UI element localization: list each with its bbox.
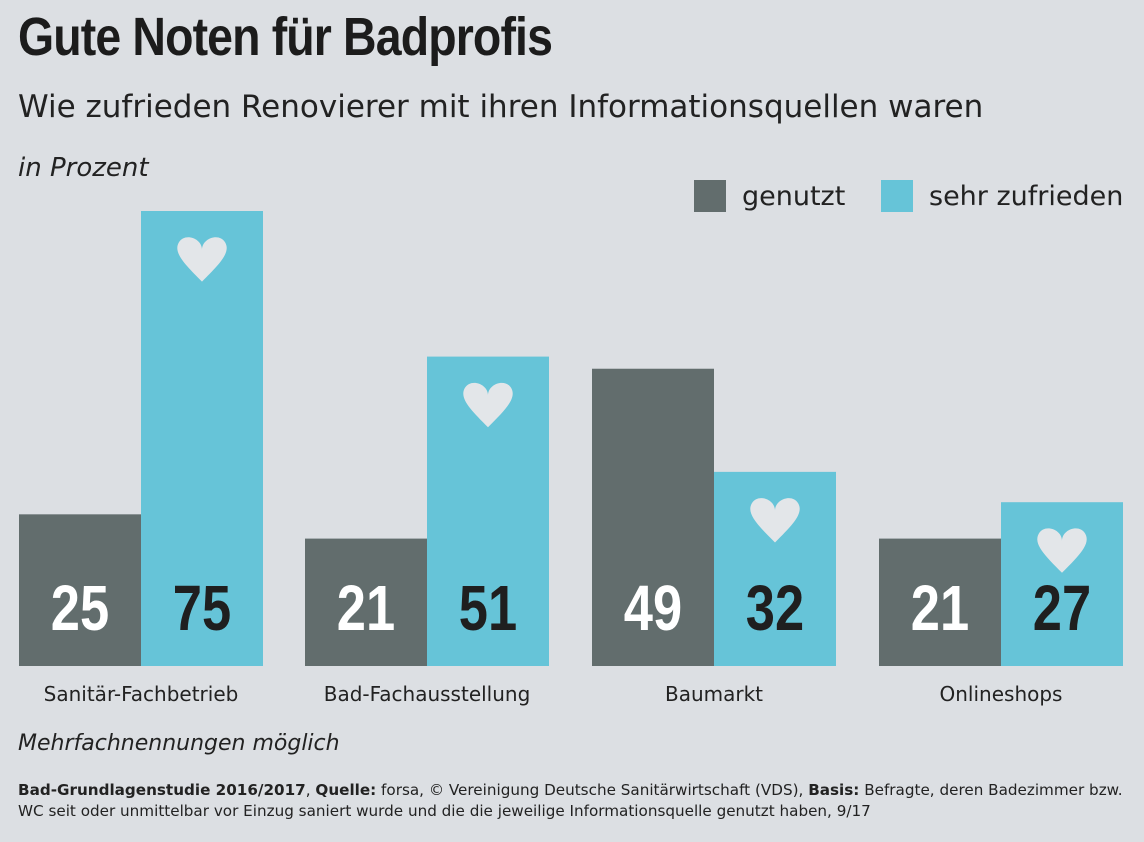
legend-label-genutzt: genutzt [742, 180, 846, 212]
category-label-sanitaer-fachbetrieb: Sanitär-Fachbetrieb [44, 682, 239, 706]
data-label-genutzt-bad-fachausstellung: 21 [337, 573, 395, 644]
chart-title: Gute Noten für Badprofis [18, 7, 553, 67]
category-label-bad-fachausstellung: Bad-Fachausstellung [324, 682, 531, 706]
legend-label-sehr-zufrieden: sehr zufrieden [929, 180, 1124, 212]
legend-swatch-genutzt [694, 180, 726, 212]
data-label-sehr-zufrieden-baumarkt: 32 [746, 573, 804, 644]
source-text: Bad-Grundlagenstudie 2016/2017, Quelle: … [18, 780, 1128, 822]
legend-item-genutzt: genutzt [694, 178, 845, 214]
unit-label: in Prozent [18, 153, 149, 183]
bar-sehr-zufrieden-sanitaer-fachbetrieb [141, 211, 263, 666]
heart-icon [177, 237, 227, 282]
source-sep: , [305, 781, 316, 799]
bar-sehr-zufrieden-baumarkt [714, 471, 836, 666]
source-study: Bad-Grundlagenstudie 2016/2017 [18, 781, 306, 799]
data-label-genutzt-baumarkt: 49 [624, 573, 682, 644]
bar-sehr-zufrieden-onlineshops [1001, 502, 1123, 666]
footnote: Mehrfachnennungen möglich [18, 731, 340, 756]
category-label-baumarkt: Baumarkt [665, 682, 763, 706]
source-basis-label: Basis: [808, 781, 860, 799]
bar-genutzt-bad-fachausstellung [305, 538, 427, 666]
heart-icon [750, 498, 800, 543]
bar-genutzt-onlineshops [879, 538, 1001, 666]
heart-icon [1037, 528, 1087, 573]
data-label-sehr-zufrieden-sanitaer-fachbetrieb: 75 [173, 573, 231, 644]
legend-swatch-sehr-zufrieden [881, 180, 913, 212]
category-label-onlineshops: Onlineshops [940, 682, 1063, 706]
source-basis-text: Befragte, deren Badezimmer bzw. WC seit … [18, 781, 1123, 820]
data-label-sehr-zufrieden-onlineshops: 27 [1033, 573, 1091, 644]
data-label-genutzt-onlineshops: 21 [911, 573, 969, 644]
heart-icon [463, 382, 513, 428]
data-label-sehr-zufrieden-bad-fachausstellung: 51 [459, 573, 517, 644]
chart-subtitle: Wie zufrieden Renovierer mit ihren Infor… [18, 89, 984, 125]
legend-item-sehr-zufrieden: sehr zufrieden [881, 178, 1123, 214]
data-label-genutzt-sanitaer-fachbetrieb: 25 [51, 573, 109, 644]
bar-genutzt-sanitaer-fachbetrieb [19, 514, 141, 666]
source-quelle-text: forsa, © Vereinigung Deutsche Sanitärwir… [376, 781, 809, 799]
bar-genutzt-baumarkt [592, 368, 714, 666]
source-quelle-label: Quelle: [315, 781, 377, 799]
